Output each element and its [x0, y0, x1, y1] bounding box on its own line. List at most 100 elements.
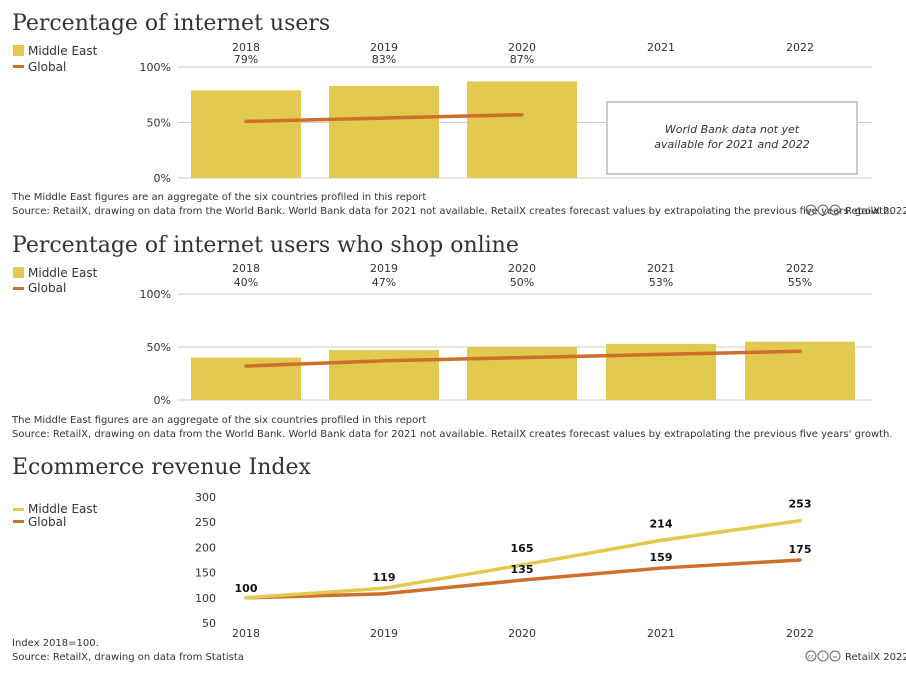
value-label: 53% [649, 276, 673, 289]
chart1-legend: Middle East Global [13, 44, 98, 74]
legend-swatch-global [13, 65, 24, 68]
x-tick-label: 2019 [370, 627, 398, 640]
data-label: 100 [235, 582, 258, 595]
chart3-data-labels: 135 159 175 100 119 165 214 253 [235, 498, 812, 595]
value-label: 47% [372, 276, 396, 289]
chart2-legend: Middle East Global [13, 266, 98, 295]
y-tick-label: 300 [195, 491, 216, 504]
line-middle-east [244, 518, 802, 600]
y-tick-label: 50% [147, 117, 171, 130]
data-label: 119 [373, 571, 396, 584]
y-tick-label: 0% [154, 172, 171, 185]
cc-license-icon [805, 650, 841, 662]
bar-middle-east [467, 81, 577, 178]
chart2-title: Percentage of internet users who shop on… [12, 233, 519, 258]
annotation-text: World Bank data not yet available for 202… [654, 123, 809, 151]
data-label: 175 [789, 543, 812, 556]
chart3-note: Index 2018=100. [12, 638, 99, 649]
y-tick-label: 50% [147, 341, 171, 354]
y-tick-label: 250 [195, 516, 216, 529]
bar-middle-east [329, 85, 439, 178]
chart3-source: Source: RetailX, drawing on data from St… [12, 652, 244, 663]
chart1-bars [191, 81, 577, 178]
chart1-note: The Middle East figures are an aggregate… [11, 192, 426, 203]
y-tick-label: 100% [140, 61, 171, 74]
legend-label-middle-east: Middle East [28, 266, 98, 280]
value-label: 50% [510, 276, 534, 289]
y-tick-label: 100 [195, 592, 216, 605]
value-label: 40% [234, 276, 258, 289]
year-label: 2022 [786, 41, 814, 54]
chart2-year-labels: 2018 2019 2020 2021 2022 [232, 262, 814, 275]
global-line [244, 349, 802, 368]
value-label: 79% [234, 53, 258, 66]
legend-label-global: Global [28, 60, 66, 74]
chart2-note: The Middle East figures are an aggregate… [11, 415, 426, 426]
bar-middle-east [191, 90, 301, 178]
year-label: 2022 [786, 262, 814, 275]
chart1-title: Percentage of internet users [12, 11, 330, 36]
year-label: 2019 [370, 262, 398, 275]
chart2-global-line [244, 349, 802, 368]
value-label: 87% [510, 53, 534, 66]
data-label: 253 [789, 498, 812, 511]
data-label: 135 [511, 563, 534, 576]
legend-label-middle-east: Middle East [28, 44, 98, 58]
chart1-year-labels: 2018 2019 2020 2021 2022 [232, 41, 814, 54]
year-label: 2018 [232, 262, 260, 275]
chart3-lines [244, 518, 802, 600]
annotation-line: available for 2021 and 2022 [654, 138, 809, 151]
legend-swatch-middle-east [13, 45, 24, 56]
legend-swatch-global [13, 287, 24, 290]
chart1-value-labels: 79% 83% 87% [234, 53, 534, 66]
chart1-global-line [244, 112, 524, 124]
year-label: 2021 [647, 41, 675, 54]
year-label: 2021 [647, 262, 675, 275]
chart2-value-labels: 40% 47% 50% 53% 55% [234, 276, 812, 289]
bar-middle-east [467, 347, 577, 400]
y-tick-label: 50 [202, 617, 216, 630]
chart3-credit: RetailX 2022 [845, 652, 906, 663]
y-tick-label: 150 [195, 567, 216, 580]
annotation-box [606, 101, 858, 175]
x-tick-label: 2022 [786, 627, 814, 640]
y-tick-label: 100% [140, 288, 171, 301]
line-global [244, 558, 802, 600]
y-tick-label: 0% [154, 394, 171, 407]
chart1-y-ticks: 100% 50% 0% [140, 61, 171, 185]
year-label: 2019 [370, 41, 398, 54]
x-tick-label: 2018 [232, 627, 260, 640]
data-label: 214 [650, 517, 673, 530]
chart1-source: Source: RetailX, drawing on data from th… [12, 206, 893, 217]
value-label: 55% [788, 276, 812, 289]
chart-internet-users: Percentage of internet users Middle East… [11, 11, 906, 217]
legend-swatch-global [13, 520, 24, 523]
chart-ecommerce-index: Ecommerce revenue Index Middle East Glob… [12, 455, 906, 663]
annotation-line: World Bank data not yet [665, 123, 800, 136]
chart3-y-ticks: 300 250 200 150 100 50 [195, 491, 216, 630]
chart1-credit: RetailX 2022 [845, 206, 906, 217]
global-line [244, 112, 524, 124]
chart3-legend: Middle East Global [13, 502, 98, 529]
year-label: 2020 [508, 262, 536, 275]
value-label: 83% [372, 53, 396, 66]
chart2-y-ticks: 100% 50% 0% [140, 288, 171, 407]
year-label: 2020 [508, 41, 536, 54]
year-label: 2018 [232, 41, 260, 54]
bar-middle-east [329, 350, 439, 400]
data-label: 159 [650, 551, 673, 564]
chart2-source: Source: RetailX, drawing on data from th… [12, 429, 893, 440]
x-tick-label: 2020 [508, 627, 536, 640]
chart3-x-labels: 2018 2019 2020 2021 2022 [232, 627, 814, 640]
chart-online-shoppers: Percentage of internet users who shop on… [11, 233, 893, 440]
legend-swatch-middle-east [13, 508, 24, 511]
y-tick-label: 200 [195, 541, 216, 554]
x-tick-label: 2021 [647, 627, 675, 640]
chart1-annotation-box: World Bank data not yet available for 202… [606, 101, 858, 175]
legend-label-global: Global [28, 281, 66, 295]
chart2-bars [191, 341, 855, 400]
data-label: 165 [511, 542, 534, 555]
legend-label-global: Global [28, 515, 66, 529]
chart3-title: Ecommerce revenue Index [12, 455, 312, 480]
